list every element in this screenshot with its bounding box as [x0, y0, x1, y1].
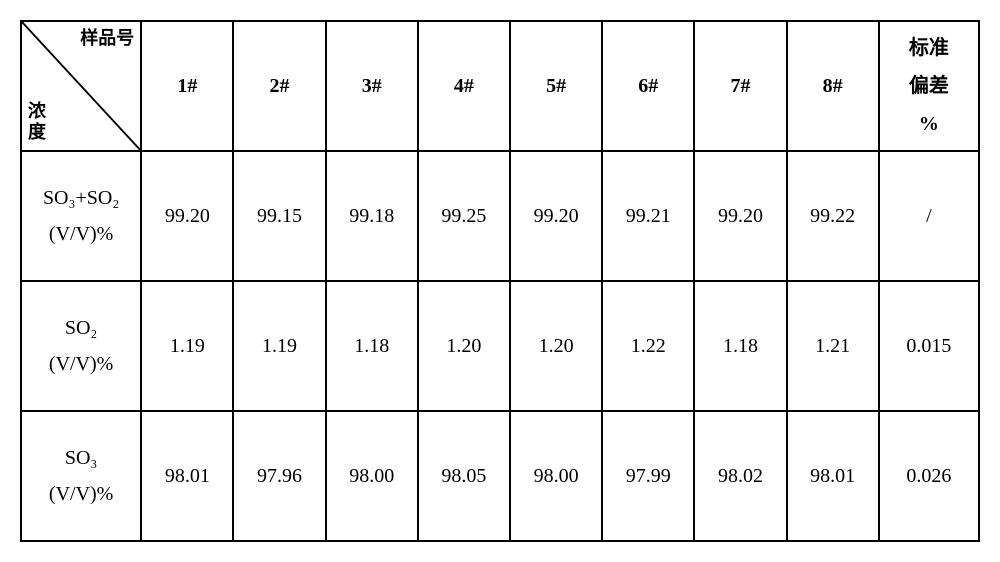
col-header: 3#: [326, 21, 418, 151]
data-cell: 1.18: [694, 281, 786, 411]
std-cell: 0.026: [879, 411, 979, 541]
row-label: SO₃ (V/V)%: [21, 411, 141, 541]
data-cell: 99.21: [602, 151, 694, 281]
header-row: 样品号 浓 度 1# 2# 3# 4# 5# 6# 7# 8# 标准 偏差 %: [21, 21, 979, 151]
std-cell: 0.015: [879, 281, 979, 411]
data-cell: 1.22: [602, 281, 694, 411]
row-label: SO₃+SO₂ (V/V)%: [21, 151, 141, 281]
col-header: 8#: [787, 21, 879, 151]
data-cell: 99.25: [418, 151, 510, 281]
data-cell: 98.05: [418, 411, 510, 541]
data-cell: 98.00: [326, 411, 418, 541]
data-cell: 99.20: [510, 151, 602, 281]
data-cell: 98.00: [510, 411, 602, 541]
corner-bottom-label: 浓 度: [28, 101, 46, 144]
std-header: 标准 偏差 %: [879, 21, 979, 151]
data-cell: 97.96: [233, 411, 325, 541]
data-table: 样品号 浓 度 1# 2# 3# 4# 5# 6# 7# 8# 标准 偏差 %: [20, 20, 980, 542]
data-cell: 99.18: [326, 151, 418, 281]
data-cell: 98.01: [141, 411, 233, 541]
data-cell: 1.18: [326, 281, 418, 411]
data-cell: 99.20: [694, 151, 786, 281]
table-body: SO₃+SO₂ (V/V)% 99.20 99.15 99.18 99.25 9…: [21, 151, 979, 541]
data-cell: 97.99: [602, 411, 694, 541]
col-header: 5#: [510, 21, 602, 151]
corner-header: 样品号 浓 度: [21, 21, 141, 151]
data-cell: 1.21: [787, 281, 879, 411]
data-cell: 99.15: [233, 151, 325, 281]
col-header: 7#: [694, 21, 786, 151]
table-row: SO₂ (V/V)% 1.19 1.19 1.18 1.20 1.20 1.22…: [21, 281, 979, 411]
data-cell: 98.02: [694, 411, 786, 541]
col-header: 4#: [418, 21, 510, 151]
col-header: 1#: [141, 21, 233, 151]
data-cell: 1.20: [418, 281, 510, 411]
col-header: 6#: [602, 21, 694, 151]
table-row: SO₃ (V/V)% 98.01 97.96 98.00 98.05 98.00…: [21, 411, 979, 541]
corner-top-label: 样品号: [80, 28, 134, 50]
data-cell: 1.19: [233, 281, 325, 411]
data-cell: 99.20: [141, 151, 233, 281]
data-cell: 1.19: [141, 281, 233, 411]
std-cell: /: [879, 151, 979, 281]
table-row: SO₃+SO₂ (V/V)% 99.20 99.15 99.18 99.25 9…: [21, 151, 979, 281]
row-label: SO₂ (V/V)%: [21, 281, 141, 411]
data-cell: 98.01: [787, 411, 879, 541]
col-header: 2#: [233, 21, 325, 151]
data-cell: 99.22: [787, 151, 879, 281]
data-cell: 1.20: [510, 281, 602, 411]
